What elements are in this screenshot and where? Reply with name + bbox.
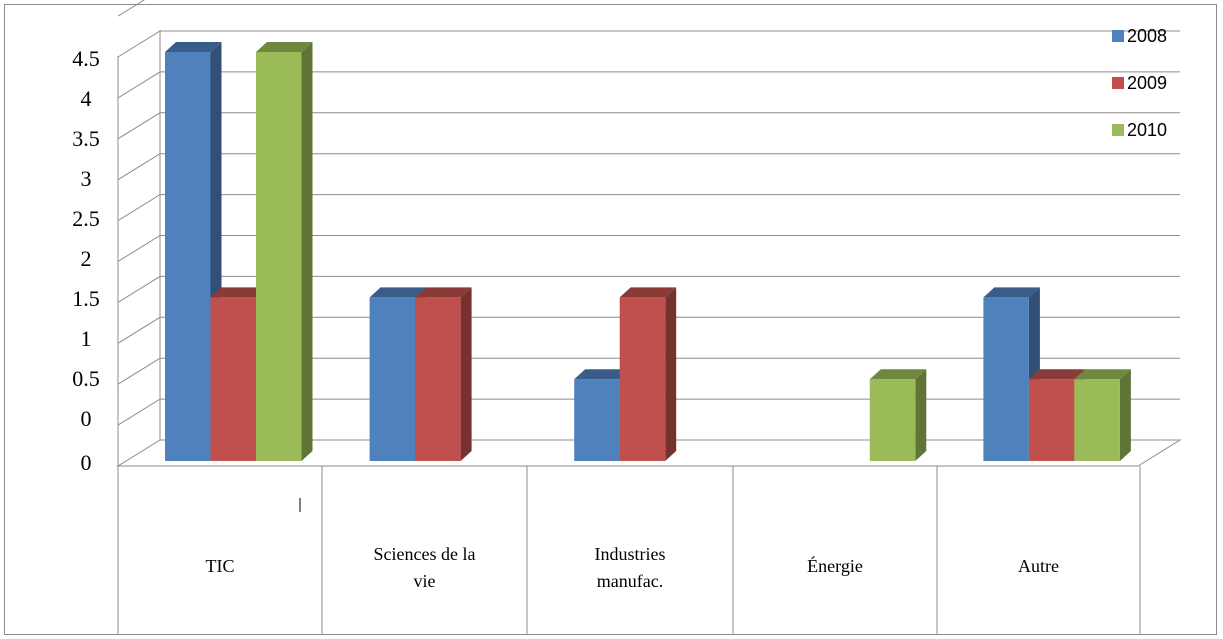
- legend-item: 2008: [1112, 26, 1167, 46]
- bar-marks: [165, 42, 1131, 461]
- bar-front: [165, 52, 211, 461]
- bar-side: [301, 42, 313, 461]
- gridline: [117, 357, 1180, 385]
- bar-top: [869, 369, 927, 380]
- bar-side: [460, 287, 472, 461]
- gridline: [117, 194, 1180, 222]
- legend-swatch: [1112, 77, 1124, 89]
- y-tick-label: 2.5: [72, 206, 100, 231]
- bar-top: [1028, 369, 1086, 380]
- bar: [619, 287, 677, 461]
- category-table: TIC Sciences de la vie Industries manufac. Én…: [117, 466, 1141, 635]
- bar-top: [256, 42, 313, 52]
- bar: [256, 42, 313, 461]
- bar: [1074, 369, 1131, 461]
- legend-swatch: [1112, 30, 1124, 42]
- bar-side: [665, 287, 677, 461]
- gridline: [117, 0, 145, 17]
- y-tick-label: 3.5: [72, 126, 100, 151]
- y-tick-label: 1.5: [72, 286, 100, 311]
- bar-top: [369, 287, 427, 298]
- x-tick-label: Sciences de la vie: [374, 544, 476, 591]
- bar-top: [983, 287, 1040, 298]
- y-tick-label: 4: [81, 86, 92, 111]
- bar-top: [165, 42, 222, 52]
- bar-front: [983, 297, 1029, 461]
- gridline: [117, 316, 1180, 344]
- bar-front: [256, 52, 302, 461]
- y-tick-label: 3: [81, 166, 92, 191]
- gridline: [117, 71, 1180, 99]
- x-tick-label: Autre: [1018, 556, 1059, 576]
- bar-front: [210, 297, 256, 461]
- y-tick-label: 0: [81, 406, 92, 431]
- y-tick-label: 1: [81, 326, 92, 351]
- legend-label: 2009: [1127, 73, 1167, 93]
- bar-front: [415, 297, 461, 461]
- gridlines: [117, 0, 1180, 426]
- bar-side: [915, 369, 927, 461]
- chart-frame: [4, 4, 1217, 635]
- y-axis-tick-labels: 0 0 0.5 1 1.5 2 2.5 3 3.5 4 4.5: [72, 46, 100, 475]
- legend: 2008 2009 2010: [1112, 26, 1167, 140]
- x-tick-label: Énergie: [807, 555, 863, 576]
- gridline: [117, 398, 1180, 426]
- gridline: [117, 153, 1180, 181]
- x-tick-label: TIC: [206, 556, 235, 576]
- y-tick-label: 0.5: [72, 366, 100, 391]
- bar-top: [415, 287, 472, 298]
- bar-top: [210, 287, 267, 298]
- bar-front: [869, 379, 916, 461]
- legend-item: 2009: [1112, 73, 1167, 93]
- legend-label: 2010: [1127, 120, 1167, 140]
- gridline: [117, 235, 1180, 262]
- gridline: [117, 275, 1180, 303]
- bar-side: [1119, 369, 1131, 461]
- bar-front: [619, 297, 666, 461]
- y-tick-label: 4.5: [72, 46, 100, 71]
- bar-top: [1074, 369, 1131, 380]
- bar: [869, 369, 927, 461]
- bar-top: [574, 369, 631, 380]
- bar: [415, 287, 472, 461]
- legend-item: 2010: [1112, 120, 1167, 140]
- bar-front: [574, 379, 620, 461]
- legend-label: 2008: [1127, 26, 1167, 46]
- bar-top: [619, 287, 677, 298]
- y-tick-label: 2: [81, 246, 92, 271]
- gridline: [117, 112, 1180, 140]
- x-tick-label: Industries manufac.: [595, 544, 666, 591]
- gridline: [117, 30, 1180, 58]
- bar-front: [1028, 379, 1075, 461]
- bar-front: [369, 297, 416, 461]
- bar-front: [1074, 379, 1120, 461]
- legend-swatch: [1112, 124, 1124, 136]
- y-tick-label: 0: [81, 450, 92, 475]
- chart-floor: [116, 439, 1182, 467]
